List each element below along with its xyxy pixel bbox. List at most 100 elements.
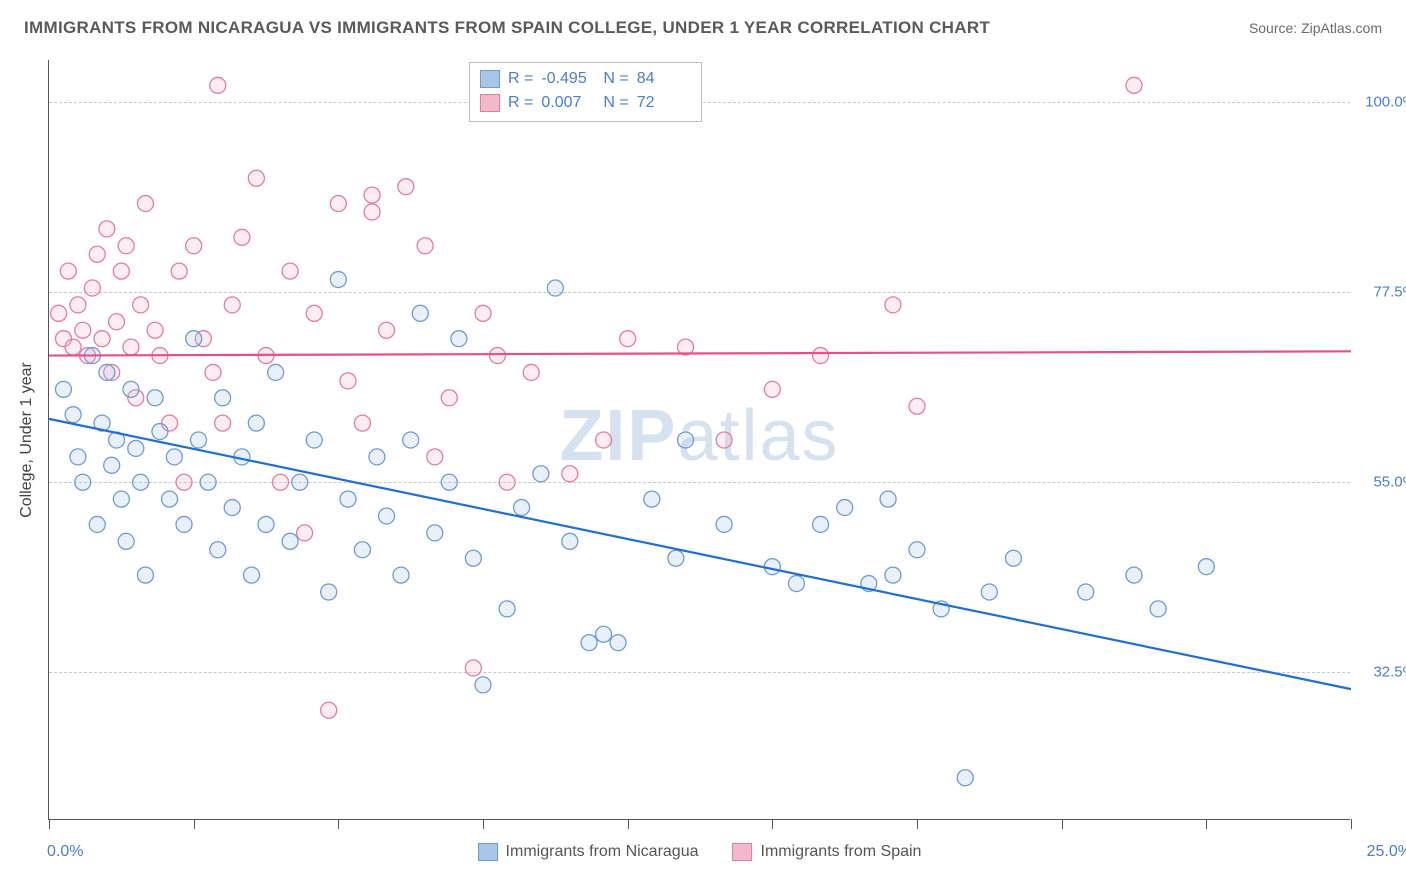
- data-point: [306, 305, 322, 321]
- y-tick-label: 100.0%: [1365, 94, 1406, 111]
- data-point: [133, 474, 149, 490]
- data-point: [379, 508, 395, 524]
- data-point: [610, 635, 626, 651]
- data-point: [215, 415, 231, 431]
- data-point: [533, 466, 549, 482]
- data-point: [123, 339, 139, 355]
- data-point: [514, 500, 530, 516]
- data-point: [837, 500, 853, 516]
- data-point: [133, 297, 149, 313]
- data-point: [398, 179, 414, 195]
- data-point: [499, 474, 515, 490]
- data-point: [403, 432, 419, 448]
- data-point: [813, 348, 829, 364]
- data-point: [1198, 559, 1214, 575]
- legend-bottom: Immigrants from Nicaragua Immigrants fro…: [478, 843, 922, 861]
- data-point: [1126, 567, 1142, 583]
- data-point: [248, 415, 264, 431]
- chart-title: IMMIGRANTS FROM NICARAGUA VS IMMIGRANTS …: [24, 18, 990, 38]
- data-point: [147, 390, 163, 406]
- data-point: [94, 331, 110, 347]
- x-tick: [1062, 819, 1063, 829]
- data-point: [813, 516, 829, 532]
- data-point: [465, 550, 481, 566]
- data-point: [880, 491, 896, 507]
- data-point: [60, 263, 76, 279]
- x-axis-max-label: 25.0%: [1367, 843, 1406, 861]
- data-point: [1150, 601, 1166, 617]
- scatter-plot-svg: [49, 60, 1350, 819]
- x-tick: [628, 819, 629, 829]
- data-point: [523, 364, 539, 380]
- data-point: [89, 246, 105, 262]
- data-point: [364, 187, 380, 203]
- data-point: [176, 474, 192, 490]
- data-point: [268, 364, 284, 380]
- data-point: [596, 626, 612, 642]
- x-tick: [917, 819, 918, 829]
- data-point: [75, 322, 91, 338]
- data-point: [764, 381, 780, 397]
- data-point: [224, 297, 240, 313]
- data-point: [171, 263, 187, 279]
- data-point: [354, 542, 370, 558]
- data-point: [412, 305, 428, 321]
- data-point: [354, 415, 370, 431]
- data-point: [215, 390, 231, 406]
- data-point: [210, 542, 226, 558]
- data-point: [330, 196, 346, 212]
- data-point: [716, 432, 732, 448]
- y-tick-label: 77.5%: [1373, 284, 1406, 301]
- legend-item-1: Immigrants from Spain: [733, 843, 922, 861]
- data-point: [393, 567, 409, 583]
- data-point: [547, 280, 563, 296]
- data-point: [596, 432, 612, 448]
- y-tick-label: 55.0%: [1373, 474, 1406, 491]
- data-point: [885, 297, 901, 313]
- data-point: [200, 474, 216, 490]
- data-point: [166, 449, 182, 465]
- data-point: [981, 584, 997, 600]
- data-point: [957, 770, 973, 786]
- data-point: [104, 457, 120, 473]
- data-point: [190, 432, 206, 448]
- data-point: [620, 331, 636, 347]
- data-point: [321, 584, 337, 600]
- data-point: [137, 567, 153, 583]
- data-point: [1005, 550, 1021, 566]
- legend-label-0: Immigrants from Nicaragua: [506, 843, 699, 861]
- data-point: [369, 449, 385, 465]
- data-point: [118, 238, 134, 254]
- x-tick: [49, 819, 50, 829]
- data-point: [205, 364, 221, 380]
- data-point: [306, 432, 322, 448]
- data-point: [99, 221, 115, 237]
- data-point: [475, 305, 491, 321]
- regression-line: [49, 419, 1351, 689]
- data-point: [152, 424, 168, 440]
- x-tick: [194, 819, 195, 829]
- data-point: [321, 702, 337, 718]
- data-point: [248, 170, 264, 186]
- data-point: [340, 491, 356, 507]
- swatch-series-1-bottom: [733, 843, 753, 861]
- data-point: [123, 381, 139, 397]
- data-point: [162, 491, 178, 507]
- data-point: [186, 331, 202, 347]
- data-point: [716, 516, 732, 532]
- x-tick: [772, 819, 773, 829]
- data-point: [427, 525, 443, 541]
- data-point: [364, 204, 380, 220]
- data-point: [109, 314, 125, 330]
- data-point: [562, 466, 578, 482]
- data-point: [489, 348, 505, 364]
- data-point: [84, 280, 100, 296]
- swatch-series-0-bottom: [478, 843, 498, 861]
- data-point: [379, 322, 395, 338]
- title-bar: IMMIGRANTS FROM NICARAGUA VS IMMIGRANTS …: [24, 18, 1382, 38]
- data-point: [118, 533, 134, 549]
- data-point: [272, 474, 288, 490]
- x-axis-min-label: 0.0%: [47, 843, 83, 861]
- regression-line: [49, 351, 1351, 355]
- data-point: [562, 533, 578, 549]
